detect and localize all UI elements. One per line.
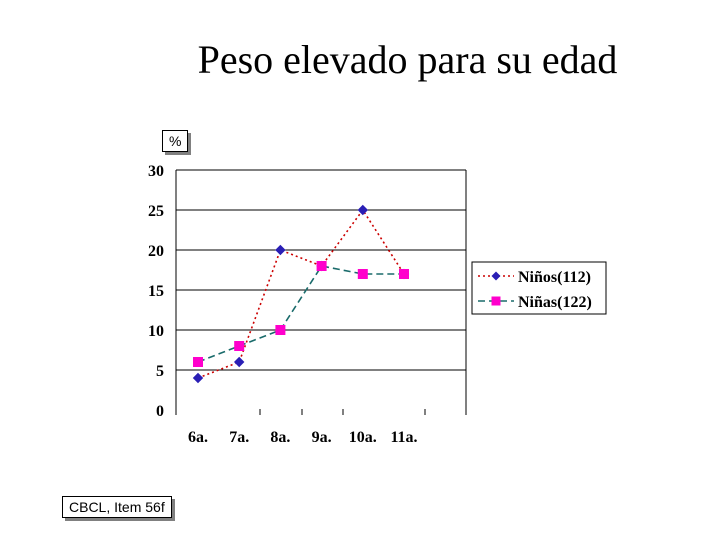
x-tick-label: 8a. [270, 429, 290, 446]
legend-label: Niños(112) [518, 269, 591, 286]
x-tick-label: 10a. [349, 429, 377, 446]
source-note: CBCL, Item 56f [62, 496, 172, 518]
data-point [234, 341, 245, 351]
y-tick-label: 10 [148, 323, 164, 340]
x-tick-label: 7a. [229, 429, 249, 446]
y-tick-label: 15 [148, 283, 164, 300]
data-point [275, 244, 286, 256]
y-tick-label: 5 [156, 363, 164, 380]
data-point [192, 372, 204, 384]
data-point [357, 269, 368, 279]
chart-title: Peso elevado para su edad [197, 37, 618, 82]
x-tick-label: 9a. [312, 429, 332, 446]
unit-label: % [162, 130, 189, 152]
legend-label: Niñas(122) [518, 294, 592, 311]
x-tick-label: 11a. [390, 429, 417, 446]
data-point [316, 261, 327, 271]
y-tick-label: 30 [148, 163, 164, 180]
plot-area [176, 170, 466, 415]
y-tick-label: 20 [148, 243, 164, 260]
y-tick-label: 25 [148, 203, 164, 220]
data-point [193, 357, 203, 367]
legend-marker [491, 296, 501, 306]
data-point [357, 204, 369, 216]
data-point [233, 356, 245, 368]
x-tick-label: 6a. [188, 429, 208, 446]
y-tick-label: 0 [156, 403, 164, 420]
series-line-2 [197, 265, 404, 363]
legend-marker [491, 271, 501, 281]
data-point [399, 269, 409, 279]
series-line-1 [197, 208, 405, 379]
data-point [275, 325, 286, 335]
